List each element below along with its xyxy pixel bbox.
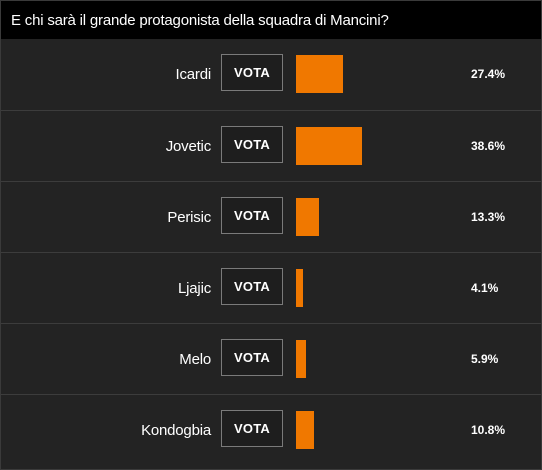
poll-option-row: Icardi VOTA 27.4% bbox=[1, 39, 541, 110]
option-percent: 38.6% bbox=[471, 139, 506, 153]
option-name: Icardi bbox=[175, 66, 212, 83]
result-bar bbox=[296, 198, 319, 236]
vote-button[interactable]: VOTA bbox=[221, 339, 283, 376]
option-name: Perisic bbox=[167, 209, 211, 226]
option-percent: 13.3% bbox=[471, 210, 506, 224]
result-bar bbox=[296, 269, 303, 307]
vote-button[interactable]: VOTA bbox=[221, 410, 283, 447]
result-bar bbox=[296, 127, 362, 165]
option-name: Jovetic bbox=[165, 138, 211, 155]
option-percent: 5.9% bbox=[471, 352, 499, 366]
poll-option-row: Melo VOTA 5.9% bbox=[1, 323, 541, 394]
poll-option-row: Perisic VOTA 13.3% bbox=[1, 181, 541, 252]
vote-button[interactable]: VOTA bbox=[221, 54, 283, 91]
poll-option-row: Kondogbia VOTA 10.8% bbox=[1, 394, 541, 465]
option-percent: 4.1% bbox=[471, 281, 499, 295]
poll-options: Icardi VOTA 27.4% Jovetic VOTA 38.6% Per… bbox=[1, 39, 541, 465]
poll-option-row: Jovetic VOTA 38.6% bbox=[1, 110, 541, 181]
poll-title: E chi sarà il grande protagonista della … bbox=[1, 1, 541, 39]
vote-button[interactable]: VOTA bbox=[221, 268, 283, 305]
result-bar bbox=[296, 55, 343, 93]
result-bar bbox=[296, 340, 306, 378]
vote-button[interactable]: VOTA bbox=[221, 126, 283, 163]
poll-option-row: Ljajic VOTA 4.1% bbox=[1, 252, 541, 323]
option-name: Kondogbia bbox=[141, 422, 211, 439]
option-name: Ljajic bbox=[178, 280, 211, 297]
vote-button[interactable]: VOTA bbox=[221, 197, 283, 234]
option-name: Melo bbox=[179, 351, 211, 368]
option-percent: 27.4% bbox=[471, 67, 506, 81]
result-bar bbox=[296, 411, 314, 449]
option-percent: 10.8% bbox=[471, 423, 506, 437]
